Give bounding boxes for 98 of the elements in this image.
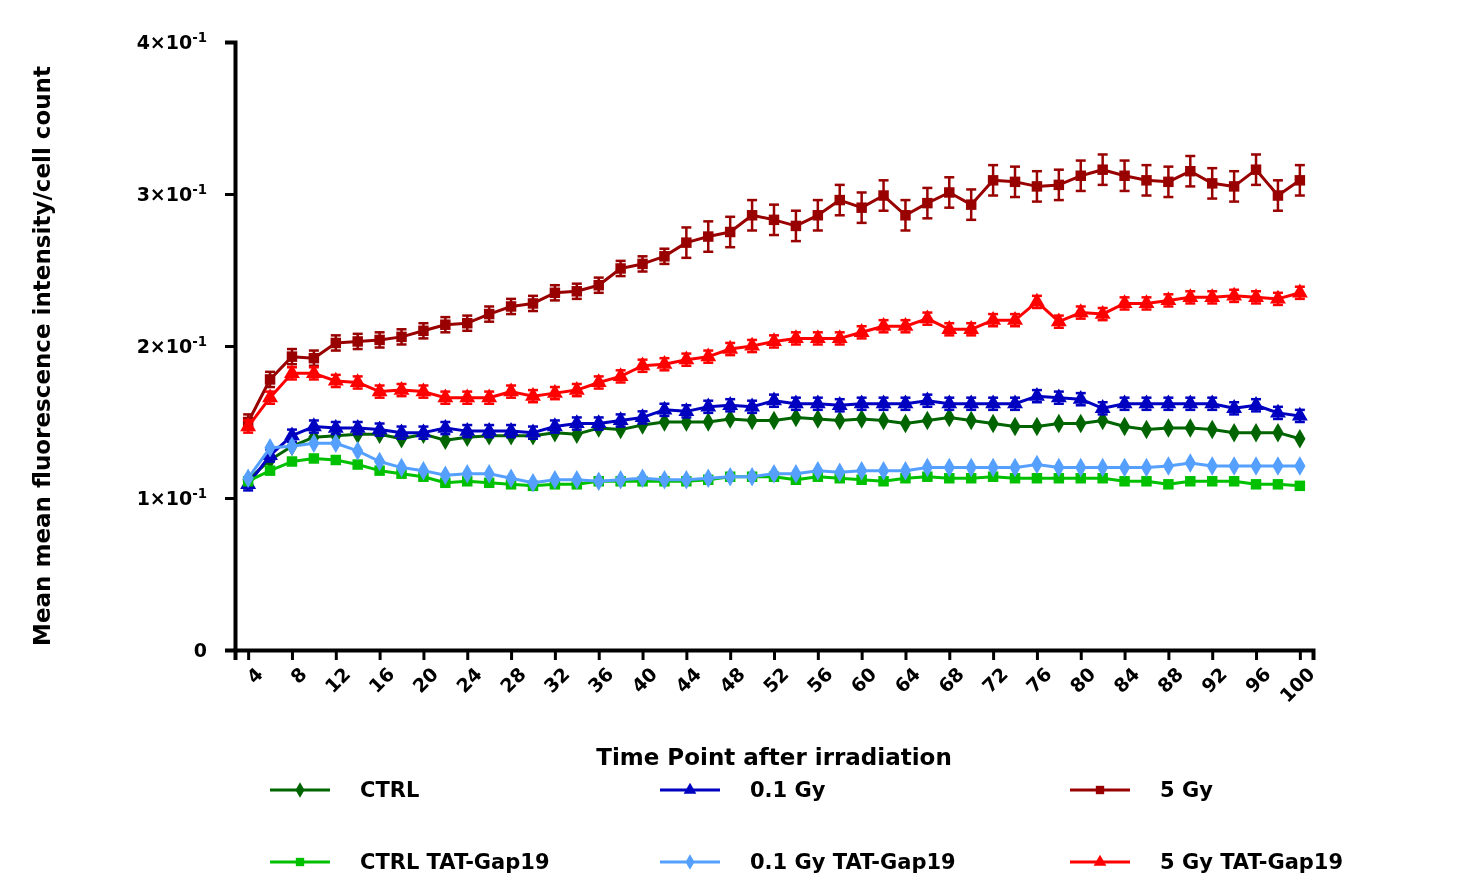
point (944, 187, 955, 198)
point (900, 210, 911, 221)
x-tick-label: 24 (451, 662, 486, 697)
legend-label: 5 Gy (1160, 778, 1214, 803)
x-tick-label: 92 (1196, 662, 1231, 697)
point (1075, 170, 1086, 181)
x-tick-label: 96 (1240, 662, 1275, 697)
x-tick-label: 28 (495, 662, 530, 697)
point (1009, 176, 1021, 188)
point (1294, 480, 1306, 492)
point (1272, 479, 1284, 490)
point (1141, 175, 1152, 186)
legend-label: CTRL (360, 778, 420, 803)
point (1185, 165, 1196, 177)
x-tick-label: 12 (320, 662, 355, 697)
x-tick-label: 60 (846, 662, 881, 697)
point (593, 279, 604, 291)
x-tick-label: 48 (714, 662, 749, 697)
point (418, 325, 429, 337)
point (1250, 479, 1262, 490)
y-tick-label: 4×10$^{-1}$ (136, 29, 207, 54)
point (965, 199, 977, 210)
point (286, 351, 298, 362)
point (1250, 164, 1262, 175)
point (1097, 164, 1108, 175)
x-tick-label: 68 (933, 662, 969, 697)
y-axis-title: Mean mean fluorescence intensity/cell count (29, 66, 55, 646)
point (724, 226, 736, 238)
point (856, 202, 867, 213)
x-tick-label: 16 (364, 662, 399, 697)
point (1272, 190, 1284, 201)
x-tick-label: 80 (1065, 662, 1100, 697)
point (1206, 178, 1218, 189)
x-tick-label: 32 (539, 662, 574, 697)
point (264, 374, 276, 385)
point (987, 175, 999, 186)
y-tick-label: 0 (193, 639, 207, 662)
point (1119, 476, 1130, 487)
point (330, 454, 342, 466)
point (768, 214, 780, 226)
y-tick-label: 3×10$^{-1}$ (136, 181, 207, 206)
x-tick-label: 84 (1109, 662, 1144, 697)
point (812, 210, 824, 221)
point (549, 287, 561, 299)
point (615, 263, 626, 274)
point (505, 301, 517, 312)
x-tick-label: 8 (285, 662, 311, 688)
point (1163, 479, 1174, 490)
legend-label: CTRL TAT-Gap19 (360, 850, 550, 875)
point (878, 476, 889, 487)
x-tick-label: 36 (583, 662, 618, 697)
point (440, 319, 451, 330)
point (527, 298, 539, 309)
x-tick-label: 40 (627, 662, 662, 697)
x-tick-label: 56 (802, 662, 837, 697)
point (571, 286, 583, 297)
point (352, 336, 363, 347)
point (308, 352, 320, 364)
point (1228, 181, 1240, 192)
point (1031, 473, 1043, 484)
point (834, 194, 845, 206)
point (1228, 476, 1240, 487)
point (944, 473, 955, 484)
point (1097, 473, 1108, 484)
x-tick-label: 76 (1021, 662, 1056, 697)
point (1053, 179, 1065, 191)
point (286, 456, 298, 467)
point (1294, 175, 1306, 186)
x-tick-label: 20 (407, 662, 443, 697)
point (746, 210, 758, 221)
point (308, 453, 320, 464)
x-tick-label: 52 (758, 662, 793, 697)
point (1119, 170, 1130, 181)
point (681, 237, 692, 248)
point (922, 197, 933, 209)
point (1185, 476, 1196, 487)
point (1163, 176, 1174, 188)
point (1141, 476, 1152, 487)
x-tick-label: 88 (1152, 662, 1188, 697)
legend-label: 0.1 Gy (750, 778, 826, 803)
x-tick-label: 4 (241, 662, 267, 688)
point (878, 190, 889, 201)
x-tick-label: 72 (977, 662, 1012, 697)
legend-label: 0.1 Gy TAT-Gap19 (750, 850, 956, 875)
x-tick-label: 64 (889, 662, 925, 697)
point (462, 317, 473, 329)
point (703, 231, 714, 242)
point (1206, 476, 1218, 487)
x-tick-label: 44 (670, 662, 706, 697)
legend-label: 5 Gy TAT-Gap19 (1160, 850, 1344, 875)
point (790, 220, 802, 232)
point (264, 465, 276, 476)
point (1031, 181, 1043, 192)
point (659, 251, 670, 262)
x-axis-title: Time Point after irradiation (596, 744, 952, 770)
y-tick-label: 1×10$^{-1}$ (136, 485, 207, 510)
y-tick-label: 2×10$^{-1}$ (136, 333, 207, 358)
point (352, 459, 363, 470)
